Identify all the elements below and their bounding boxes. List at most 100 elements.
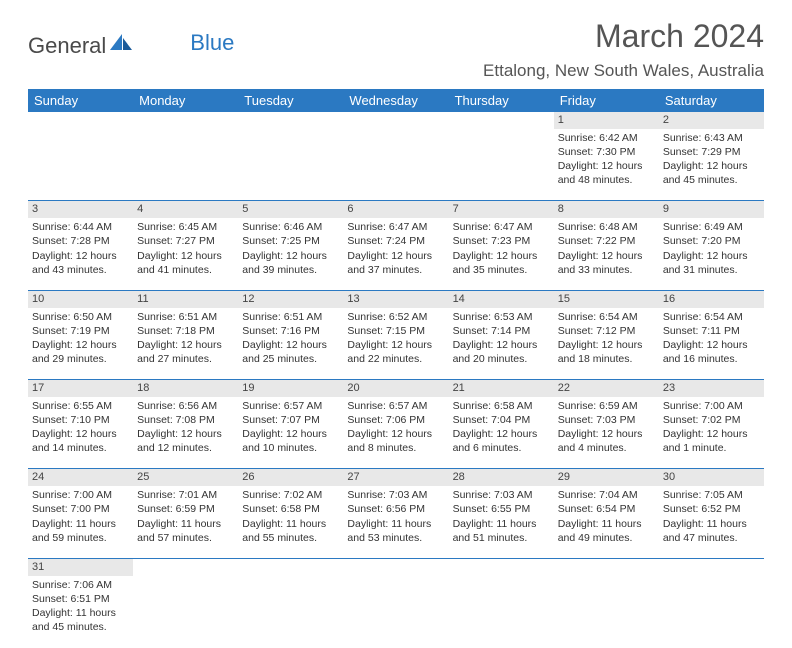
day-number-cell	[449, 112, 554, 129]
daylight-text: Daylight: 12 hours	[558, 249, 655, 263]
day-number-cell: 22	[554, 380, 659, 397]
day-details-cell: Sunrise: 7:00 AMSunset: 7:00 PMDaylight:…	[28, 486, 133, 558]
daylight-text: and 6 minutes.	[453, 441, 550, 455]
logo-text-general: General	[28, 33, 106, 59]
daylight-text: Daylight: 11 hours	[137, 517, 234, 531]
day-number-cell: 31	[28, 558, 133, 575]
daylight-text: and 31 minutes.	[663, 263, 760, 277]
daylight-text: and 20 minutes.	[453, 352, 550, 366]
daylight-text: and 57 minutes.	[137, 531, 234, 545]
daylight-text: Daylight: 12 hours	[347, 338, 444, 352]
sunrise-text: Sunrise: 6:52 AM	[347, 310, 444, 324]
daylight-text: and 45 minutes.	[663, 173, 760, 187]
day-details-cell: Sunrise: 6:48 AMSunset: 7:22 PMDaylight:…	[554, 218, 659, 290]
daylight-text: Daylight: 12 hours	[453, 249, 550, 263]
day-number-cell: 10	[28, 290, 133, 307]
daylight-text: Daylight: 12 hours	[558, 338, 655, 352]
day-number-cell	[554, 558, 659, 575]
day-details-cell: Sunrise: 6:57 AMSunset: 7:06 PMDaylight:…	[343, 397, 448, 469]
daylight-text: and 8 minutes.	[347, 441, 444, 455]
day-number-cell: 21	[449, 380, 554, 397]
day-details-cell: Sunrise: 7:01 AMSunset: 6:59 PMDaylight:…	[133, 486, 238, 558]
daylight-text: Daylight: 12 hours	[453, 338, 550, 352]
sunrise-text: Sunrise: 6:59 AM	[558, 399, 655, 413]
sunset-text: Sunset: 7:29 PM	[663, 145, 760, 159]
sunset-text: Sunset: 7:23 PM	[453, 234, 550, 248]
logo-sail-icon	[108, 32, 134, 59]
day-details-cell: Sunrise: 6:49 AMSunset: 7:20 PMDaylight:…	[659, 218, 764, 290]
daylight-text: Daylight: 12 hours	[347, 427, 444, 441]
sunrise-text: Sunrise: 7:00 AM	[32, 488, 129, 502]
sunset-text: Sunset: 6:51 PM	[32, 592, 129, 606]
daylight-text: and 41 minutes.	[137, 263, 234, 277]
weekday-header: Tuesday	[238, 89, 343, 112]
sunset-text: Sunset: 7:00 PM	[32, 502, 129, 516]
daylight-text: and 16 minutes.	[663, 352, 760, 366]
sunset-text: Sunset: 7:28 PM	[32, 234, 129, 248]
weekday-header-row: Sunday Monday Tuesday Wednesday Thursday…	[28, 89, 764, 112]
sunset-text: Sunset: 7:18 PM	[137, 324, 234, 338]
daynum-row: 3456789	[28, 201, 764, 218]
sunset-text: Sunset: 7:30 PM	[558, 145, 655, 159]
daylight-text: and 51 minutes.	[453, 531, 550, 545]
day-details-cell: Sunrise: 6:44 AMSunset: 7:28 PMDaylight:…	[28, 218, 133, 290]
daylight-text: Daylight: 11 hours	[453, 517, 550, 531]
day-details-cell	[449, 129, 554, 201]
daylight-text: Daylight: 12 hours	[663, 338, 760, 352]
weekday-header: Thursday	[449, 89, 554, 112]
daylight-text: and 49 minutes.	[558, 531, 655, 545]
sunset-text: Sunset: 7:08 PM	[137, 413, 234, 427]
day-details-cell: Sunrise: 6:46 AMSunset: 7:25 PMDaylight:…	[238, 218, 343, 290]
sunrise-text: Sunrise: 6:44 AM	[32, 220, 129, 234]
daylight-text: and 33 minutes.	[558, 263, 655, 277]
daylight-text: and 53 minutes.	[347, 531, 444, 545]
sunset-text: Sunset: 7:12 PM	[558, 324, 655, 338]
daylight-text: and 43 minutes.	[32, 263, 129, 277]
sunrise-text: Sunrise: 6:47 AM	[347, 220, 444, 234]
day-number-cell: 16	[659, 290, 764, 307]
daylight-text: Daylight: 12 hours	[558, 159, 655, 173]
day-number-cell	[238, 112, 343, 129]
daylight-text: and 35 minutes.	[453, 263, 550, 277]
sunrise-text: Sunrise: 6:58 AM	[453, 399, 550, 413]
day-number-cell: 4	[133, 201, 238, 218]
sunrise-text: Sunrise: 7:06 AM	[32, 578, 129, 592]
daylight-text: Daylight: 11 hours	[32, 606, 129, 620]
details-row: Sunrise: 7:00 AMSunset: 7:00 PM Daylight:…	[28, 486, 764, 558]
sunset-text: Sunset: 7:10 PM	[32, 413, 129, 427]
day-number-cell: 11	[133, 290, 238, 307]
sunrise-text: Sunrise: 7:02 AM	[242, 488, 339, 502]
weekday-header: Friday	[554, 89, 659, 112]
day-number-cell: 19	[238, 380, 343, 397]
month-title: March 2024	[483, 18, 764, 55]
sunrise-text: Sunrise: 7:03 AM	[347, 488, 444, 502]
day-number-cell	[238, 558, 343, 575]
sunrise-text: Sunrise: 7:01 AM	[137, 488, 234, 502]
day-details-cell: Sunrise: 7:02 AMSunset: 6:58 PMDaylight:…	[238, 486, 343, 558]
daylight-text: Daylight: 12 hours	[242, 249, 339, 263]
day-number-cell: 3	[28, 201, 133, 218]
sunset-text: Sunset: 6:54 PM	[558, 502, 655, 516]
day-number-cell	[659, 558, 764, 575]
day-details-cell: Sunrise: 6:51 AMSunset: 7:16 PMDaylight:…	[238, 308, 343, 380]
day-number-cell	[343, 558, 448, 575]
day-details-cell: Sunrise: 6:54 AMSunset: 7:12 PMDaylight:…	[554, 308, 659, 380]
details-row: Sunrise: 6:55 AMSunset: 7:10 PMDaylight:…	[28, 397, 764, 469]
daylight-text: Daylight: 12 hours	[32, 427, 129, 441]
logo: General Blue	[28, 32, 234, 59]
daylight-text: Daylight: 12 hours	[32, 249, 129, 263]
weekday-header: Monday	[133, 89, 238, 112]
sunrise-text: Sunrise: 6:51 AM	[137, 310, 234, 324]
sunset-text: Sunset: 7:02 PM	[663, 413, 760, 427]
sunset-text: Sunset: 7:24 PM	[347, 234, 444, 248]
day-details-cell: Sunrise: 6:56 AMSunset: 7:08 PMDaylight:…	[133, 397, 238, 469]
sunrise-text: Sunrise: 7:04 AM	[558, 488, 655, 502]
daylight-text: Daylight: 12 hours	[242, 427, 339, 441]
title-block: March 2024 Ettalong, New South Wales, Au…	[483, 18, 764, 81]
day-number-cell: 25	[133, 469, 238, 486]
day-number-cell	[133, 112, 238, 129]
daynum-row: 31	[28, 558, 764, 575]
sunrise-text: Sunrise: 6:47 AM	[453, 220, 550, 234]
sunset-text: Sunset: 6:52 PM	[663, 502, 760, 516]
daylight-text: Daylight: 12 hours	[137, 338, 234, 352]
